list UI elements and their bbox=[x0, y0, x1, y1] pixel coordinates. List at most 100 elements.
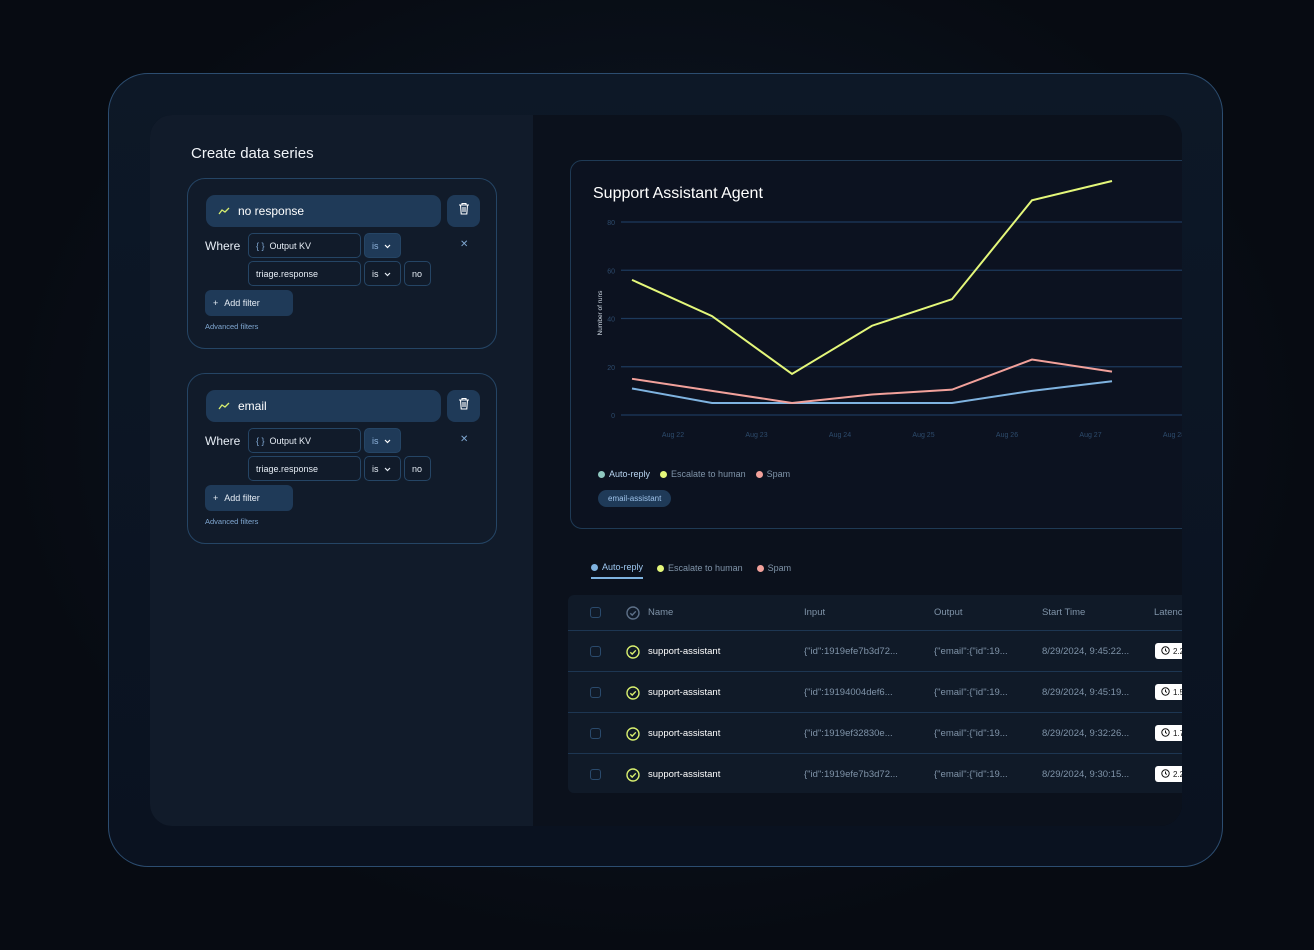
legend-item[interactable]: Spam bbox=[755, 469, 790, 479]
legend-dot bbox=[598, 470, 605, 478]
row-checkbox[interactable] bbox=[590, 754, 601, 795]
plus-icon: + bbox=[213, 298, 219, 308]
remove-filter-icon[interactable]: ✕ bbox=[460, 239, 469, 250]
run-output: {"email":{"id":19... bbox=[934, 769, 1008, 780]
tab-dot bbox=[657, 564, 665, 572]
row-checkbox[interactable] bbox=[590, 713, 601, 754]
key-input[interactable]: triage.response bbox=[248, 261, 361, 286]
run-start-time: 8/29/2024, 9:45:19... bbox=[1042, 687, 1130, 698]
x-tick-label: Aug 22 bbox=[662, 432, 684, 439]
value-input[interactable]: no bbox=[404, 456, 431, 481]
success-check-icon bbox=[626, 754, 640, 795]
x-tick-label: Aug 26 bbox=[996, 432, 1018, 439]
delete-series-button[interactable] bbox=[447, 390, 480, 422]
row-checkbox[interactable] bbox=[590, 672, 601, 713]
y-tick-label: 20 bbox=[607, 365, 615, 372]
success-check-icon bbox=[626, 631, 640, 672]
run-start-time: 8/29/2024, 9:32:26... bbox=[1042, 728, 1130, 739]
field-select[interactable]: { } Output KV bbox=[248, 428, 361, 453]
series-line-auto-reply bbox=[631, 380, 1113, 404]
legend-item[interactable]: Auto-reply bbox=[598, 469, 650, 479]
tab-escalate-to-human[interactable]: Escalate to human bbox=[657, 563, 743, 578]
where-label: Where bbox=[205, 434, 241, 448]
clock-icon bbox=[1161, 727, 1170, 739]
series-panel: Create data series no response Where { }… bbox=[150, 115, 533, 826]
add-filter-button[interactable]: + Add filter bbox=[205, 290, 293, 316]
header-latency[interactable]: Latenc bbox=[1154, 607, 1182, 618]
delete-series-button[interactable] bbox=[447, 195, 480, 227]
tab-spam[interactable]: Spam bbox=[756, 563, 791, 578]
clock-icon bbox=[1161, 645, 1170, 657]
legend-item[interactable]: Escalate to human bbox=[660, 469, 746, 479]
run-start-time: 8/29/2024, 9:30:15... bbox=[1042, 769, 1130, 780]
table-row[interactable]: support-assistant {"id":1919efe7b3d72...… bbox=[568, 630, 1182, 671]
advanced-filters-link[interactable]: Advanced filters bbox=[205, 517, 259, 526]
data-series-card: no response Where { } Output KV is ✕ tria… bbox=[187, 178, 497, 349]
latency-badge: 1.5 bbox=[1155, 684, 1182, 700]
tab-dot bbox=[756, 564, 764, 572]
legend-dot bbox=[755, 470, 763, 478]
table-row[interactable]: support-assistant {"id":19194004def6... … bbox=[568, 671, 1182, 712]
series-name-input[interactable]: no response bbox=[206, 195, 441, 227]
legend-dot bbox=[660, 470, 668, 478]
braces-icon: { } bbox=[256, 240, 265, 251]
key-input[interactable]: triage.response bbox=[248, 456, 361, 481]
braces-icon: { } bbox=[256, 435, 265, 446]
chevron-down-icon bbox=[384, 241, 391, 251]
series-line-spam bbox=[631, 358, 1113, 404]
agent-tag[interactable]: email-assistant bbox=[598, 490, 672, 507]
header-start-time[interactable]: Start Time bbox=[1042, 607, 1086, 618]
select-all-checkbox[interactable] bbox=[590, 595, 601, 630]
chart-card: Support Assistant Agent 0 20 40 60 80 Aug 22 A… bbox=[570, 160, 1182, 529]
trend-icon bbox=[218, 204, 230, 218]
line-chart: 0 20 40 60 80 Aug 22 Aug 23 Aug 24 Aug 25 Aug 26 A… bbox=[597, 180, 1182, 439]
header-name[interactable]: Name bbox=[648, 607, 674, 618]
remove-filter-icon[interactable]: ✕ bbox=[460, 434, 469, 445]
operator-select[interactable]: is bbox=[364, 428, 401, 453]
table-row[interactable]: support-assistant {"id":1919efe7b3d72...… bbox=[568, 753, 1182, 794]
x-tick-label: Aug 23 bbox=[745, 432, 767, 439]
y-axis-label: Number of runs bbox=[597, 290, 604, 336]
operator-select[interactable]: is bbox=[364, 261, 401, 286]
run-name: support-assistant bbox=[648, 646, 721, 657]
operator-select[interactable]: is bbox=[364, 456, 401, 481]
run-input: {"id":19194004def6... bbox=[804, 687, 893, 698]
run-output: {"email":{"id":19... bbox=[934, 687, 1008, 698]
run-output: {"email":{"id":19... bbox=[934, 728, 1008, 739]
chevron-down-icon bbox=[384, 436, 391, 446]
header-input[interactable]: Input bbox=[804, 607, 826, 618]
run-input: {"id":1919efe7b3d72... bbox=[804, 769, 898, 780]
tab-auto-reply[interactable]: Auto-reply bbox=[591, 562, 644, 579]
chevron-down-icon bbox=[384, 464, 391, 474]
x-tick-label: Aug 24 bbox=[829, 432, 851, 439]
tab-dot bbox=[591, 563, 598, 571]
where-label: Where bbox=[205, 239, 241, 253]
clock-icon bbox=[1161, 686, 1170, 698]
x-tick-label: Aug 28 bbox=[1163, 432, 1182, 439]
run-start-time: 8/29/2024, 9:45:22... bbox=[1042, 646, 1130, 657]
row-checkbox[interactable] bbox=[590, 631, 601, 672]
latency-badge: 1.7 bbox=[1155, 725, 1182, 741]
series-tabs: Auto-reply Escalate to human Spam bbox=[591, 562, 791, 579]
header-output[interactable]: Output bbox=[934, 607, 963, 618]
main-panel: Support Assistant Agent 0 20 40 60 80 Aug 22 A… bbox=[533, 115, 1182, 826]
status-header-icon bbox=[626, 595, 640, 630]
run-input: {"id":1919efe7b3d72... bbox=[804, 646, 898, 657]
operator-select[interactable]: is bbox=[364, 233, 401, 258]
y-tick-label: 0 bbox=[611, 413, 615, 420]
table-row[interactable]: support-assistant {"id":1919ef32830e... … bbox=[568, 712, 1182, 753]
series-name-input[interactable]: email bbox=[206, 390, 441, 422]
chevron-down-icon bbox=[384, 269, 391, 279]
runs-table: Name Input Output Start Time Latenc supp… bbox=[568, 595, 1182, 793]
chart-title: Support Assistant Agent bbox=[593, 185, 763, 202]
y-tick-label: 60 bbox=[607, 268, 615, 275]
app-window: Create data series no response Where { }… bbox=[150, 115, 1182, 826]
field-select[interactable]: { } Output KV bbox=[248, 233, 361, 258]
run-name: support-assistant bbox=[648, 728, 721, 739]
latency-badge: 2.2 bbox=[1155, 643, 1182, 659]
x-tick-label: Aug 27 bbox=[1079, 432, 1101, 439]
data-series-card: email Where { } Output KV is ✕ triage.res… bbox=[187, 373, 497, 544]
advanced-filters-link[interactable]: Advanced filters bbox=[205, 322, 259, 331]
add-filter-button[interactable]: + Add filter bbox=[205, 485, 293, 511]
value-input[interactable]: no bbox=[404, 261, 431, 286]
